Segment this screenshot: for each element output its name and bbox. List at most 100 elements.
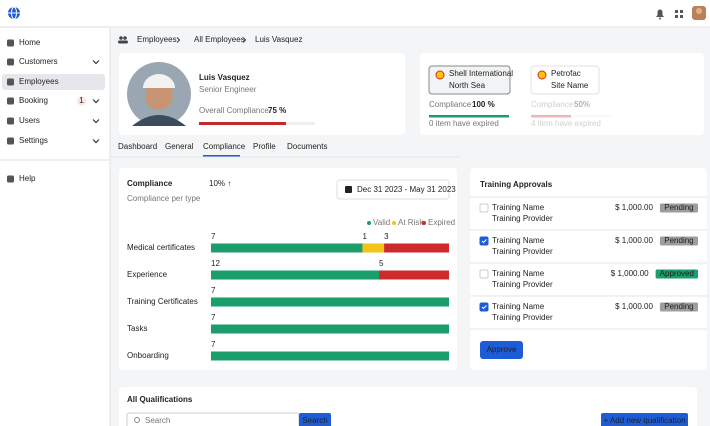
legend-label: At Risk [398, 218, 424, 227]
approvals-card [470, 168, 707, 370]
training-name: Training Name [492, 236, 545, 245]
training-provider[interactable]: Training Provider [492, 214, 553, 223]
tab-underline [203, 155, 240, 157]
site-option[interactable] [530, 65, 600, 95]
date-range[interactable]: Dec 31 2023 - May 31 2023 [357, 185, 456, 194]
bar-segment [211, 270, 379, 280]
profile-role: Senior Engineer [199, 85, 257, 94]
status-label: Approved [660, 269, 694, 278]
logo[interactable] [8, 6, 20, 20]
approve-label[interactable]: Approve [487, 345, 517, 354]
add-label[interactable]: + Add new qualification [603, 416, 685, 425]
nav-badge: 1 [79, 96, 84, 105]
add-qualification-button[interactable] [601, 413, 688, 426]
search-icon [134, 417, 140, 423]
status-badge [659, 203, 698, 213]
amount: $ 1,000.00 [611, 269, 649, 278]
site-compliance-label: Compliance [429, 100, 472, 109]
compliance-card [119, 168, 457, 370]
site-name: Site Name [551, 81, 589, 90]
nav-item[interactable]: Employees [19, 77, 59, 86]
training-name: Training Name [492, 203, 545, 212]
nav-item[interactable]: Booking [19, 96, 48, 105]
site-company: Petrofac [551, 69, 581, 78]
breadcrumb-item: Luis Vasquez [255, 35, 302, 44]
amount: $ 1,000.00 [615, 203, 653, 212]
tab[interactable]: Dashboard [118, 142, 157, 151]
user-avatar[interactable] [692, 6, 706, 20]
category-label: Experience [127, 270, 168, 279]
breadcrumb-separator [242, 37, 247, 43]
nav-icon [7, 97, 14, 105]
checkmark [481, 239, 487, 244]
sidebar [0, 28, 110, 426]
date-range-button[interactable] [336, 179, 450, 200]
status-badge [655, 269, 698, 279]
apps-icon[interactable] [675, 10, 683, 18]
tab[interactable]: Profile [253, 142, 276, 151]
site-compliance: Compliance 100 % 0 item have expired [429, 100, 509, 128]
site-name: North Sea [449, 81, 486, 90]
training-name: Training Name [492, 269, 545, 278]
site-compliance-value: 100 % [472, 100, 495, 109]
site-progress-track [531, 115, 611, 118]
site-compliance: Compliance 50% 4 item have expired [531, 100, 611, 128]
nav-item[interactable]: Customers [19, 57, 58, 66]
search-placeholder[interactable]: Search [145, 416, 170, 425]
site-option[interactable] [428, 65, 511, 95]
search-label[interactable]: Search [302, 416, 327, 425]
checkbox[interactable] [479, 236, 489, 246]
nav-chevron [92, 99, 100, 104]
status-label: Pending [664, 302, 693, 311]
nav-item[interactable]: Help [19, 174, 36, 183]
legend-label: Expired [428, 218, 455, 227]
amount: $ 1,000.00 [615, 302, 653, 311]
breadcrumb-item[interactable]: All Employees [194, 35, 245, 44]
site-progress-bar [429, 115, 509, 118]
checkbox[interactable] [479, 302, 489, 312]
tab[interactable]: Documents [287, 142, 327, 151]
legend-swatch [422, 221, 426, 225]
nav-icon [7, 58, 14, 66]
category-label: Medical certificates [127, 243, 195, 252]
training-provider[interactable]: Training Provider [492, 247, 553, 256]
training-provider[interactable]: Training Provider [492, 313, 553, 322]
tab[interactable]: General [165, 142, 194, 151]
nav-item[interactable]: Settings [19, 136, 48, 145]
calendar-icon [345, 186, 352, 193]
bar-value-label: 7 [211, 286, 216, 295]
site-expired-note: 4 item have expired [531, 119, 601, 128]
site-logo [537, 70, 547, 80]
approve-button[interactable] [480, 341, 523, 359]
bell-icon[interactable] [656, 9, 664, 20]
nav-icon [7, 137, 14, 145]
status-label: Pending [664, 203, 693, 212]
nav-chevron [92, 119, 100, 124]
breadcrumb-separator [176, 37, 181, 43]
nav-icon [7, 117, 14, 125]
site-compliance-value: 50% [574, 100, 590, 109]
bar-segment [211, 351, 449, 361]
checkmark [481, 305, 487, 310]
legend-swatch [367, 221, 371, 225]
legend-swatch [392, 221, 396, 225]
checkbox[interactable] [479, 203, 489, 213]
breadcrumb-item[interactable]: Employees [137, 35, 177, 44]
compliance-value: 75 % [268, 106, 286, 115]
checkbox[interactable] [479, 269, 489, 279]
training-provider[interactable]: Training Provider [492, 280, 553, 289]
nav-item[interactable]: Users [19, 116, 40, 125]
bar-segment [211, 297, 449, 307]
legend-label: Valid [373, 218, 390, 227]
search-button[interactable] [299, 413, 331, 426]
status-badge [659, 302, 698, 312]
bar-value-label: 3 [384, 232, 389, 241]
site-company: Shell International [449, 69, 513, 78]
bar-value-label: 12 [211, 259, 220, 268]
chart-title: Compliance [127, 179, 173, 188]
site-progress-bar [531, 115, 571, 118]
tab[interactable]: Compliance [203, 142, 246, 151]
nav-item[interactable]: Home [19, 38, 41, 47]
